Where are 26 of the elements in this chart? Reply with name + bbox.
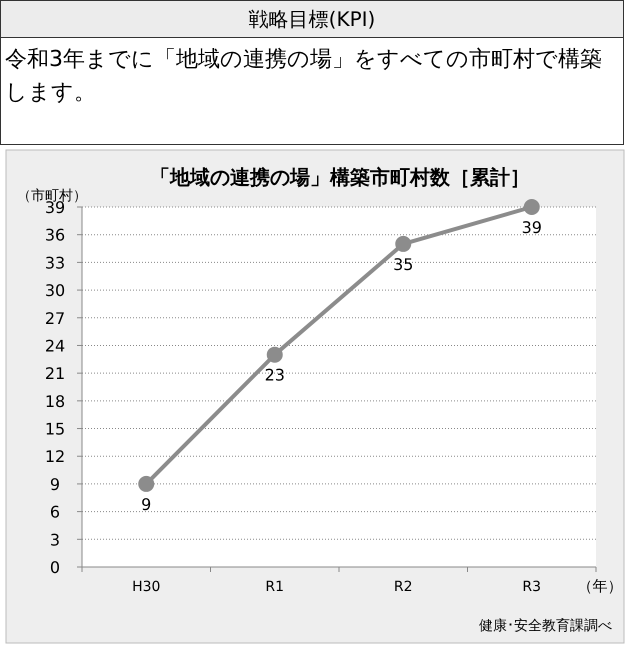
- header: 戦略目標(KPI): [0, 0, 624, 38]
- ytick: 9: [50, 474, 60, 494]
- ytick: 0: [50, 558, 60, 577]
- xtick: R1: [265, 579, 284, 595]
- ytick: 21: [44, 364, 66, 384]
- ytick: 33: [44, 253, 66, 272]
- xlabel: （年）: [578, 577, 622, 595]
- xtick: R3: [522, 579, 542, 595]
- goal-text: 令和3年までに「地域の連携の場」をすべての市町村で構築します。: [0, 37, 624, 145]
- ytick: 24: [44, 336, 66, 356]
- xtick: R2: [394, 579, 413, 595]
- ytick: 3: [50, 530, 60, 550]
- data-label: 39: [522, 218, 542, 237]
- ytick: 27: [44, 308, 66, 328]
- ytick: 36: [44, 226, 66, 245]
- source: 健康･安全教育課調べ: [479, 618, 612, 634]
- xtick: H30: [132, 579, 160, 595]
- ytick: 18: [44, 392, 66, 411]
- data-label: 23: [264, 366, 285, 385]
- ytick: 6: [50, 502, 60, 522]
- ytick: 15: [44, 420, 66, 439]
- ytick: 12: [44, 447, 66, 466]
- title: 「地域の連携の場」構築市町村数［累計］: [150, 165, 530, 189]
- data-label: 35: [393, 254, 414, 274]
- data-label: 9: [141, 494, 152, 514]
- ytick: 30: [44, 281, 66, 300]
